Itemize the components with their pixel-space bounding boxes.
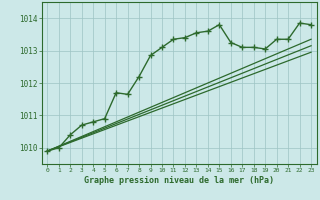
X-axis label: Graphe pression niveau de la mer (hPa): Graphe pression niveau de la mer (hPa) <box>84 176 274 185</box>
